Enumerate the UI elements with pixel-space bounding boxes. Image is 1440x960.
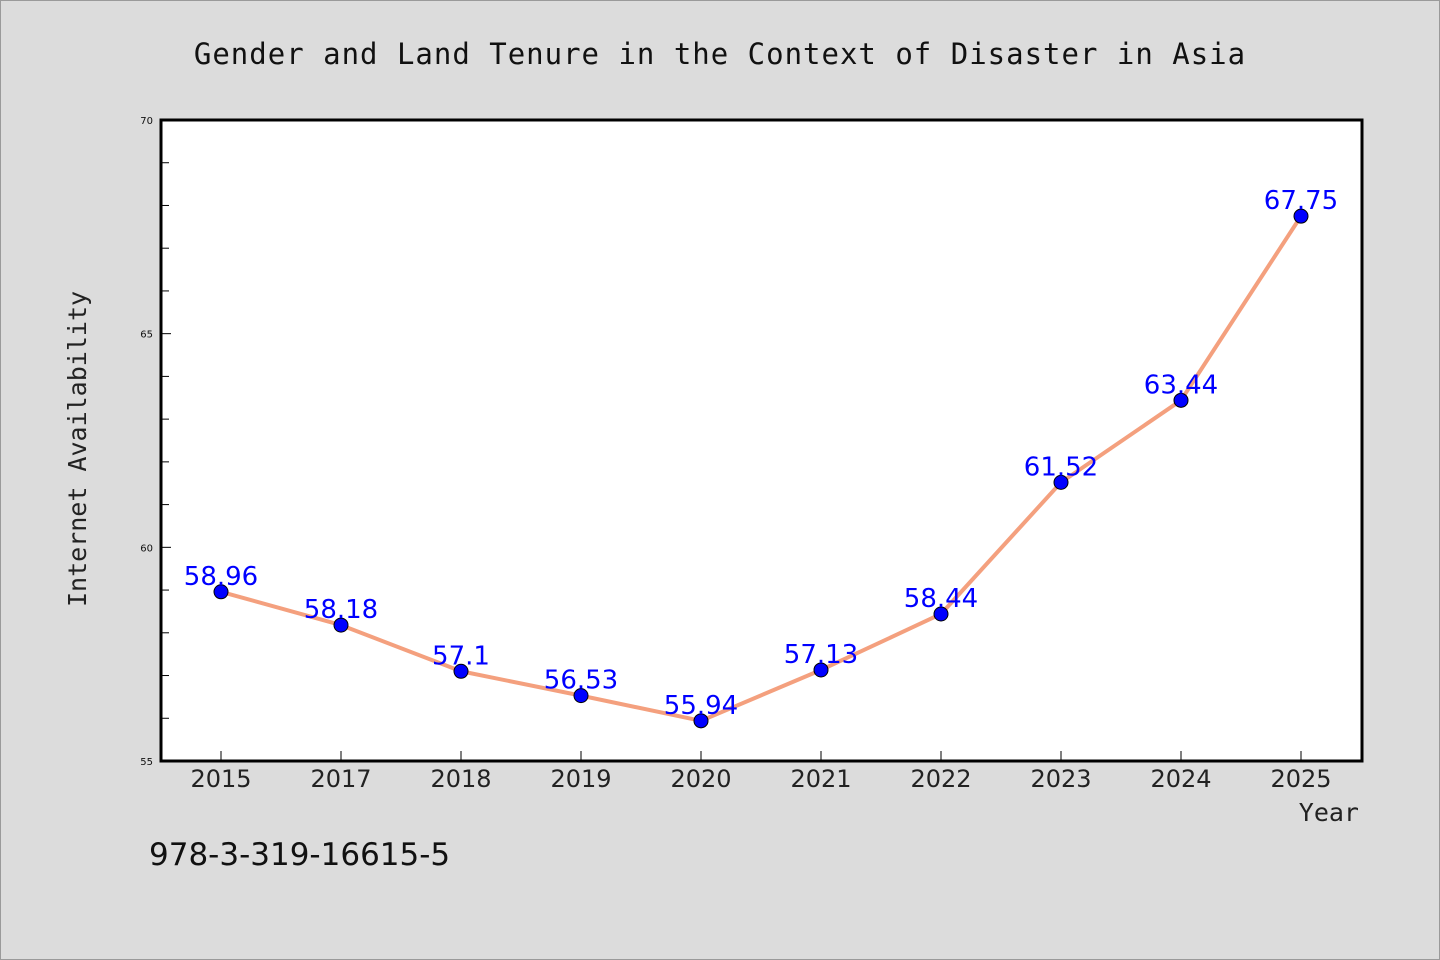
- plot-area: [159, 118, 1364, 763]
- y-tick-label: 60: [140, 543, 153, 554]
- y-tick-label: 70: [140, 116, 153, 127]
- y-axis-label: Internet Availability: [63, 291, 92, 607]
- chart-title: Gender and Land Tenure in the Context of…: [194, 37, 1246, 71]
- x-axis: 2015 2017 2018 2019 2020 2021 2022 2023 2024 2025: [190, 751, 1332, 793]
- x-tick-label: 2021: [790, 765, 851, 793]
- data-point: [333, 617, 349, 633]
- y-tick-label: 65: [140, 330, 153, 341]
- y-tick-label: 55: [140, 757, 153, 768]
- data-point: [813, 662, 829, 678]
- data-label: 57.13: [784, 640, 858, 670]
- data-point: [1293, 208, 1309, 224]
- data-label: 63.44: [1144, 370, 1218, 400]
- x-axis-label: Year: [1299, 798, 1359, 827]
- x-tick-label: 2024: [1150, 765, 1211, 793]
- x-tick-label: 2018: [430, 765, 491, 793]
- data-label: 58.96: [184, 562, 258, 592]
- x-tick-label: 2019: [550, 765, 611, 793]
- data-label: 57.1: [432, 641, 490, 671]
- x-tick-label: 2025: [1270, 765, 1331, 793]
- data-point: [1173, 392, 1189, 408]
- data-point: [573, 688, 589, 704]
- data-label: 58.44: [904, 584, 978, 614]
- x-tick-label: 2022: [910, 765, 971, 793]
- data-point: [693, 713, 709, 729]
- x-tick-label: 2020: [670, 765, 731, 793]
- data-labels: 58.96 58.18 57.1 56.53 55.94 57.13 58.44 61.52 6…: [184, 186, 1338, 721]
- data-markers: [213, 208, 1309, 729]
- data-point: [453, 663, 469, 679]
- y-axis: 55 60 65 70: [140, 116, 171, 768]
- series-line: [220, 215, 1303, 723]
- x-tick-label: 2015: [190, 765, 251, 793]
- data-label: 58.18: [304, 595, 378, 625]
- x-tick-label: 2017: [310, 765, 371, 793]
- data-point: [933, 606, 949, 622]
- data-label: 61.52: [1024, 452, 1098, 482]
- data-point: [213, 584, 229, 600]
- isbn-code: 978-3-319-16615-5: [149, 837, 450, 873]
- data-label: 55.94: [664, 691, 738, 721]
- data-label: 56.53: [544, 666, 618, 696]
- data-label: 67.75: [1264, 186, 1338, 216]
- data-point: [1053, 474, 1069, 490]
- x-tick-label: 2023: [1030, 765, 1091, 793]
